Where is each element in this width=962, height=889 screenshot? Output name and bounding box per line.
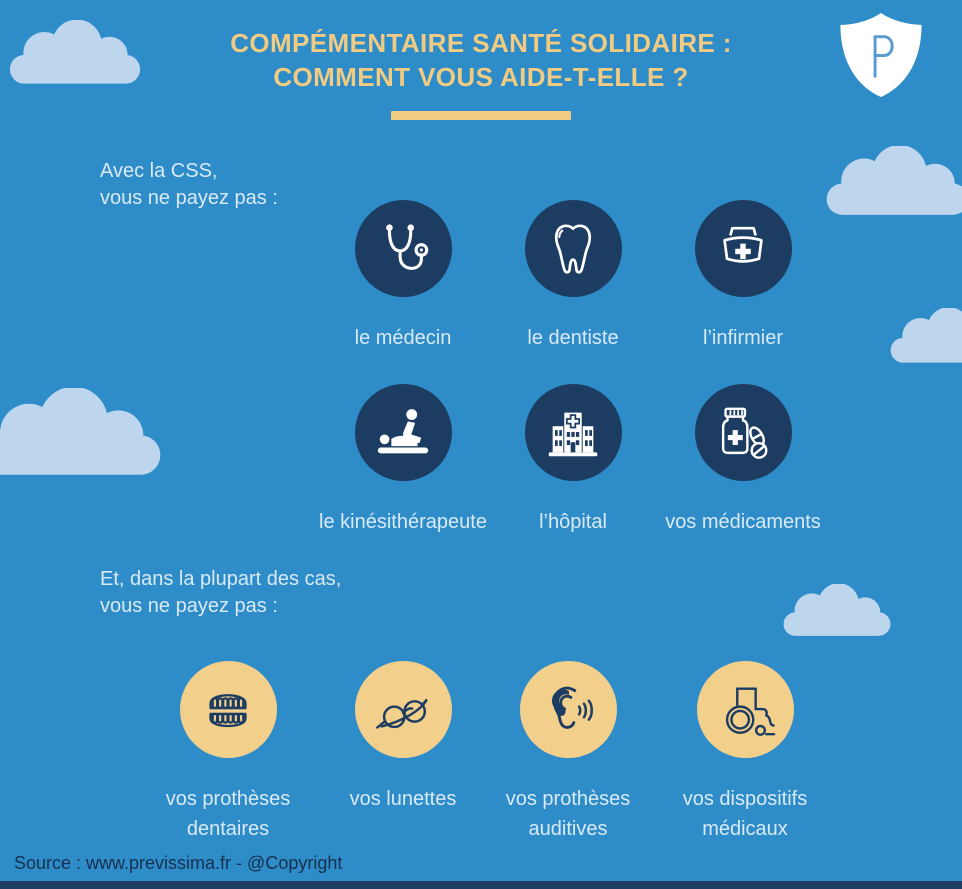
item-protheses-dentaires: vos prothèses dentaires <box>143 661 313 844</box>
cloud-top-left <box>9 20 141 84</box>
item-label: vos dispositifs médicaux <box>682 788 808 840</box>
page-title: COMPÉMENTAIRE SANTÉ SOLIDAIRE : COMMENT … <box>0 26 962 94</box>
item-dispositifs-medicaux: vos dispositifs médicaux <box>660 661 830 844</box>
item-kinesitherapeute: le kinésithérapeute <box>318 384 488 537</box>
item-label: vos prothèses dentaires <box>165 788 291 840</box>
nurse-cap-icon <box>723 226 763 263</box>
dentiste-bubble <box>524 200 622 297</box>
hearing-aid-icon <box>551 686 593 729</box>
medecin-bubble <box>354 200 452 297</box>
page-title-line1: COMPÉMENTAIRE SANTÉ SOLIDAIRE : <box>230 28 732 58</box>
stethoscope-icon <box>386 223 429 270</box>
item-dentiste: le dentiste <box>488 200 658 353</box>
physiotherapist-icon <box>377 408 429 453</box>
hospital-icon <box>548 412 598 456</box>
section-most-cases-intro-line2: vous ne payez pas : <box>100 595 278 617</box>
footer-bar <box>0 881 962 889</box>
section-css-intro: Avec la CSS, vous ne payez pas : <box>100 158 278 212</box>
hopital-bubble <box>524 384 622 481</box>
section-css-intro-line1: Avec la CSS, <box>100 160 218 182</box>
title-underline <box>391 111 571 120</box>
protheses-auditives-bubble <box>519 661 617 758</box>
item-label: vos lunettes <box>349 788 457 810</box>
source-credit: Source : www.previssima.fr - @Copyright <box>14 853 343 873</box>
cloud-right-small <box>890 308 962 363</box>
dispositifs-medicaux-bubble <box>696 661 794 758</box>
lunettes-bubble <box>354 661 452 758</box>
item-infirmier: l’infirmier <box>658 200 828 353</box>
item-medicaments: vos médicaments <box>658 384 828 537</box>
page-title-line2: COMMENT VOUS AIDE-T-ELLE ? <box>273 62 689 92</box>
item-label: l’hôpital <box>539 511 607 533</box>
wheelchair-icon <box>725 686 776 736</box>
glasses-icon <box>376 698 428 729</box>
item-label: vos prothèses auditives <box>505 788 631 840</box>
item-label: vos médicaments <box>665 511 821 533</box>
item-label: le dentiste <box>527 327 619 349</box>
item-label: l’infirmier <box>703 327 783 349</box>
logo-letter-p <box>873 35 894 78</box>
infirmier-bubble <box>694 200 792 297</box>
section-most-cases-intro: Et, dans la plupart des cas, vous ne pay… <box>100 566 341 620</box>
item-label: le médecin <box>354 327 452 349</box>
cloud-left-middle <box>0 388 161 475</box>
item-protheses-auditives: vos prothèses auditives <box>483 661 653 844</box>
item-label: le kinésithérapeute <box>319 511 487 533</box>
item-lunettes: vos lunettes <box>318 661 488 814</box>
protheses-dentaires-bubble <box>179 661 277 758</box>
tooth-icon <box>554 223 592 274</box>
cloud-bottom-right <box>783 584 891 636</box>
section-css-intro-line2: vous ne payez pas : <box>100 187 278 209</box>
item-hopital: l’hôpital <box>488 384 658 537</box>
section-most-cases-intro-line1: Et, dans la plupart des cas, <box>100 568 342 590</box>
item-medecin: le médecin <box>318 200 488 353</box>
medicaments-bubble <box>694 384 792 481</box>
medications-icon <box>721 407 768 459</box>
previssima-shield-logo <box>840 12 922 98</box>
dentures-icon <box>209 693 247 727</box>
kinesitherapeute-bubble <box>354 384 452 481</box>
cloud-right-top <box>826 146 962 215</box>
